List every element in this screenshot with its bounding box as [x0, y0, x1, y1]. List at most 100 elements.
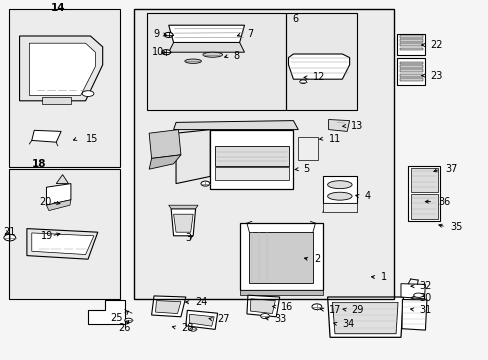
Polygon shape [29, 43, 95, 95]
Text: 28: 28 [181, 323, 193, 333]
Text: 12: 12 [312, 72, 325, 82]
Polygon shape [400, 284, 425, 299]
Polygon shape [396, 58, 425, 85]
Ellipse shape [413, 293, 423, 297]
Text: 9: 9 [153, 29, 159, 39]
Text: 32: 32 [419, 281, 431, 291]
Polygon shape [151, 296, 185, 317]
Polygon shape [155, 301, 181, 314]
Polygon shape [168, 205, 198, 209]
Text: 10: 10 [151, 47, 163, 57]
Text: 7: 7 [246, 29, 253, 39]
Text: 2: 2 [314, 254, 320, 264]
Polygon shape [399, 48, 422, 50]
Ellipse shape [311, 304, 321, 310]
Bar [146, 13, 285, 110]
Text: 14: 14 [50, 3, 65, 13]
Text: 33: 33 [273, 314, 285, 324]
Text: 6: 6 [292, 14, 298, 24]
Polygon shape [32, 130, 61, 142]
Polygon shape [149, 130, 181, 158]
Text: 3: 3 [184, 233, 191, 243]
Polygon shape [328, 120, 349, 131]
Polygon shape [46, 200, 71, 211]
Text: 37: 37 [444, 164, 456, 174]
Polygon shape [250, 299, 275, 314]
Polygon shape [399, 62, 422, 64]
Text: 24: 24 [195, 297, 207, 307]
Bar [285, 13, 356, 110]
Polygon shape [327, 297, 403, 337]
Bar [285, 13, 356, 110]
Ellipse shape [162, 50, 170, 55]
Polygon shape [399, 69, 422, 72]
Polygon shape [399, 39, 422, 42]
Text: 22: 22 [429, 40, 442, 50]
Text: 17: 17 [328, 305, 340, 315]
Text: 5: 5 [303, 164, 309, 174]
Polygon shape [401, 300, 426, 330]
Ellipse shape [327, 181, 351, 189]
Text: 1: 1 [381, 272, 387, 282]
Polygon shape [399, 35, 422, 38]
Polygon shape [246, 295, 279, 317]
Polygon shape [332, 302, 397, 334]
Polygon shape [173, 214, 193, 232]
Polygon shape [27, 229, 98, 259]
Text: 16: 16 [281, 302, 293, 312]
Ellipse shape [299, 80, 306, 84]
Text: 4: 4 [364, 191, 370, 201]
Ellipse shape [189, 328, 196, 331]
Ellipse shape [4, 234, 16, 241]
Text: 27: 27 [217, 314, 230, 324]
Polygon shape [407, 166, 439, 221]
Ellipse shape [201, 181, 209, 186]
Bar [9, 9, 120, 167]
Text: 25: 25 [110, 313, 122, 323]
Ellipse shape [164, 32, 173, 37]
Polygon shape [410, 168, 437, 192]
Ellipse shape [327, 192, 351, 200]
Polygon shape [215, 146, 288, 166]
Polygon shape [399, 74, 422, 77]
Ellipse shape [203, 52, 222, 57]
Polygon shape [171, 209, 195, 236]
Polygon shape [46, 184, 71, 205]
Polygon shape [149, 155, 181, 169]
Polygon shape [239, 290, 322, 295]
Polygon shape [168, 25, 244, 42]
Polygon shape [215, 167, 288, 180]
Text: 26: 26 [118, 323, 131, 333]
Bar [9, 169, 120, 299]
Polygon shape [410, 194, 437, 219]
Text: 21: 21 [3, 227, 15, 237]
Text: 34: 34 [342, 319, 354, 329]
Text: 31: 31 [419, 305, 431, 315]
Text: 8: 8 [233, 51, 240, 61]
Polygon shape [185, 310, 217, 329]
Polygon shape [399, 43, 422, 46]
Polygon shape [249, 232, 312, 283]
Polygon shape [176, 130, 210, 184]
Polygon shape [239, 223, 322, 290]
Text: 13: 13 [350, 121, 363, 131]
Text: 15: 15 [85, 134, 98, 144]
Polygon shape [41, 97, 71, 104]
Polygon shape [56, 175, 68, 184]
Ellipse shape [82, 91, 94, 96]
Polygon shape [322, 203, 356, 212]
Polygon shape [20, 36, 102, 101]
Text: 30: 30 [419, 293, 431, 303]
Ellipse shape [260, 314, 269, 319]
Bar [9, 9, 120, 167]
Text: 20: 20 [39, 197, 51, 207]
Text: 35: 35 [449, 222, 462, 232]
Polygon shape [399, 65, 422, 68]
Bar [134, 9, 393, 299]
Polygon shape [189, 314, 214, 326]
Polygon shape [168, 42, 244, 52]
Text: 11: 11 [328, 134, 340, 144]
Polygon shape [298, 137, 317, 160]
Text: 18: 18 [32, 159, 46, 169]
Bar [9, 169, 120, 299]
